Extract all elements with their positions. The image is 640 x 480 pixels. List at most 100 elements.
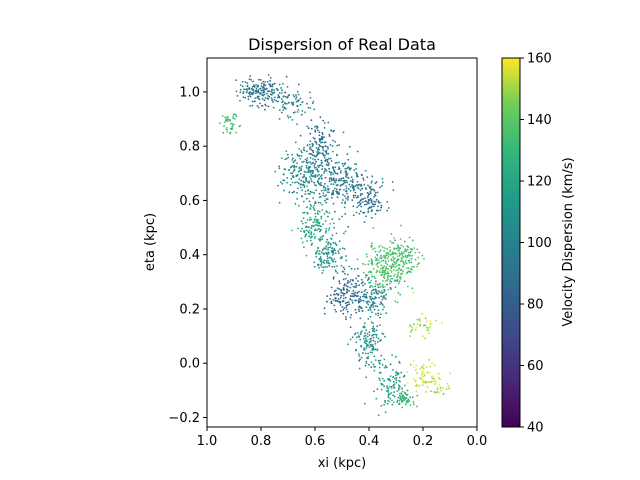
data-point — [341, 183, 344, 186]
data-point — [389, 375, 392, 378]
data-point — [395, 260, 398, 263]
data-point — [351, 180, 354, 183]
data-point — [373, 369, 376, 372]
data-point — [376, 325, 379, 328]
data-point — [302, 160, 305, 163]
data-point — [351, 187, 354, 190]
data-point — [382, 280, 384, 282]
data-point — [312, 136, 315, 139]
data-point — [334, 260, 337, 263]
data-point — [325, 245, 327, 248]
data-point — [356, 206, 358, 209]
data-point — [375, 336, 378, 338]
data-point — [305, 171, 307, 174]
data-point — [246, 90, 248, 92]
data-point — [364, 364, 367, 367]
data-point — [300, 169, 302, 172]
data-point — [314, 158, 316, 161]
data-point — [366, 335, 369, 338]
data-point — [286, 177, 289, 179]
data-point — [422, 375, 424, 378]
data-point — [394, 374, 397, 377]
data-point — [438, 383, 441, 386]
data-point — [355, 184, 358, 186]
data-point — [358, 201, 361, 204]
data-point — [302, 200, 305, 203]
data-point — [318, 173, 320, 176]
data-point — [401, 406, 404, 409]
data-point — [429, 322, 432, 325]
data-point — [273, 83, 276, 85]
data-point — [301, 227, 304, 230]
data-point — [339, 304, 342, 306]
data-point — [446, 382, 449, 385]
data-point — [231, 125, 234, 128]
data-point — [281, 100, 284, 103]
data-point — [341, 215, 343, 218]
data-point — [305, 197, 308, 200]
data-point — [377, 205, 379, 208]
data-point — [334, 300, 337, 302]
data-point — [373, 297, 376, 300]
data-point — [287, 94, 290, 96]
data-point — [364, 337, 367, 340]
data-point — [361, 201, 364, 203]
data-point — [418, 262, 420, 265]
data-point — [400, 224, 402, 227]
data-point — [370, 321, 373, 324]
data-point — [309, 96, 312, 99]
data-point — [369, 341, 371, 343]
data-point — [293, 95, 296, 98]
data-point — [338, 240, 341, 243]
data-point — [305, 254, 308, 257]
data-point — [275, 88, 278, 90]
data-point — [323, 212, 326, 215]
data-point — [384, 294, 386, 297]
data-point — [271, 99, 273, 102]
data-point — [298, 169, 301, 172]
data-point — [401, 390, 404, 393]
data-point — [270, 97, 273, 100]
data-point — [264, 84, 267, 87]
data-point — [407, 285, 409, 288]
x-tick-label: 0.2 — [413, 434, 434, 449]
data-point — [343, 232, 345, 235]
data-point — [314, 235, 316, 238]
data-point — [225, 127, 228, 129]
data-point — [404, 392, 407, 395]
data-point — [382, 286, 384, 289]
data-point — [425, 381, 427, 384]
data-point — [387, 272, 390, 275]
data-point — [315, 218, 318, 221]
data-point — [292, 94, 295, 96]
data-point — [309, 216, 312, 219]
data-point — [302, 176, 305, 179]
data-point — [405, 250, 408, 253]
data-point — [348, 303, 351, 306]
data-point — [261, 105, 264, 107]
data-point — [416, 318, 419, 321]
data-point — [420, 377, 422, 380]
data-point — [244, 81, 247, 83]
colorbar-label: Velocity Dispersion (km/s) — [561, 157, 576, 326]
data-point — [301, 184, 304, 187]
data-point — [272, 106, 275, 109]
data-point — [258, 78, 260, 81]
data-point — [357, 308, 360, 311]
data-point — [359, 194, 362, 197]
data-point — [347, 225, 350, 228]
data-point — [347, 195, 349, 198]
data-point — [396, 401, 399, 403]
data-point — [396, 276, 398, 279]
data-point — [332, 298, 335, 301]
data-point — [351, 292, 353, 295]
data-point — [312, 170, 315, 172]
data-point — [321, 133, 324, 136]
data-point — [331, 234, 334, 237]
data-point — [438, 377, 441, 379]
data-point — [367, 300, 369, 303]
data-point — [375, 280, 377, 283]
data-point — [348, 145, 351, 148]
data-point — [349, 338, 352, 341]
